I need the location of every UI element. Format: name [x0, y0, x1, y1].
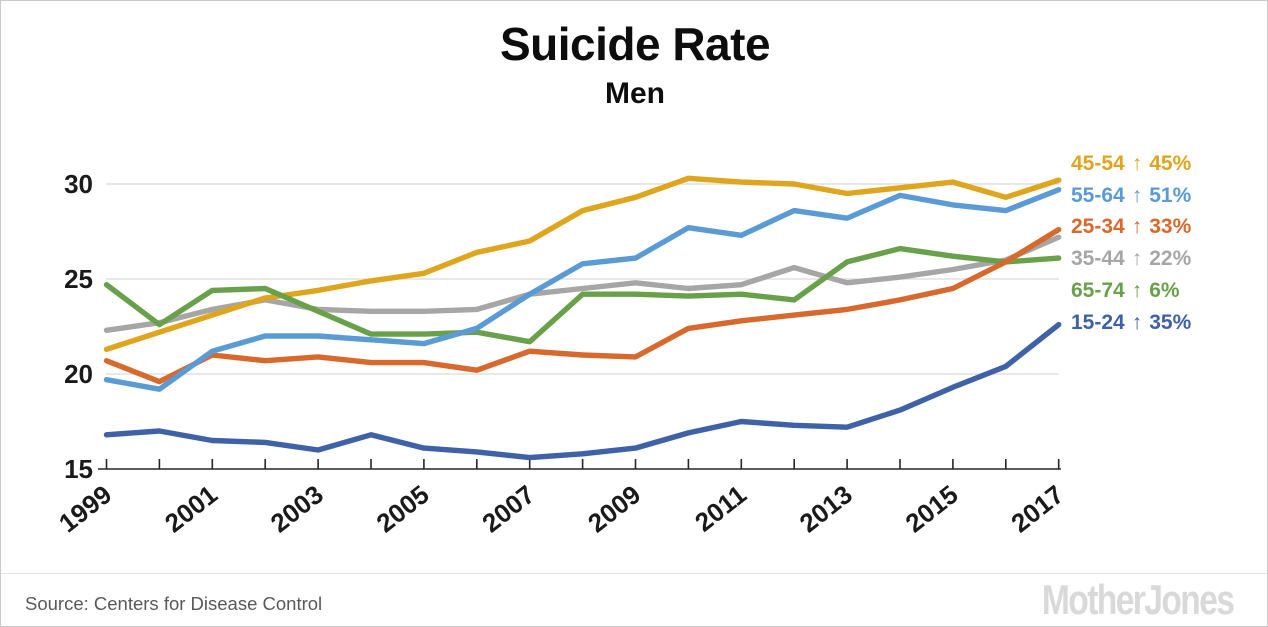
legend-change: 6% — [1149, 279, 1180, 303]
legend-label: 25-34 — [1071, 215, 1125, 239]
legend-change: 33% — [1149, 215, 1192, 239]
legend-label: 35-44 — [1071, 247, 1125, 271]
x-axis-label: 2005 — [371, 479, 435, 538]
y-axis-label: 30 — [64, 169, 93, 199]
source-note: Source: Centers for Disease Control — [25, 593, 323, 614]
up-arrow-icon: ↑ — [1131, 247, 1143, 271]
chart-title: Suicide Rate — [499, 18, 771, 70]
series-line-25-34 — [103, 226, 1062, 385]
x-axis-label: 2013 — [794, 479, 858, 538]
legend-label: 65-74 — [1071, 279, 1125, 303]
legend-item: 25-34 ↑ 33% — [1071, 212, 1261, 244]
y-axis-label: 15 — [64, 454, 93, 484]
legend-label: 55-64 — [1071, 183, 1125, 207]
x-axis-label: 2015 — [900, 479, 964, 538]
up-arrow-icon: ↑ — [1131, 310, 1143, 334]
legend-item: 15-24 ↑ 35% — [1071, 307, 1261, 339]
legend-change: 35% — [1149, 310, 1192, 334]
x-axis-label: 2011 — [689, 479, 752, 537]
up-arrow-icon: ↑ — [1131, 215, 1143, 239]
chart-subtitle: Men — [605, 77, 665, 110]
legend-change: 22% — [1149, 247, 1192, 271]
x-axis-label: 1999 — [53, 479, 117, 538]
up-arrow-icon: ↑ — [1131, 151, 1143, 175]
y-axis-label: 20 — [64, 359, 93, 389]
y-axis-label: 25 — [64, 264, 93, 294]
legend-item: 45-54 ↑ 45% — [1071, 148, 1261, 180]
up-arrow-icon: ↑ — [1131, 279, 1143, 303]
chart-legend: 45-54 ↑ 45% 55-64 ↑ 51% 25-34 ↑ 33% 35-4… — [1071, 148, 1261, 339]
series-line-15-24 — [103, 321, 1062, 461]
legend-change: 51% — [1149, 183, 1192, 207]
legend-item: 65-74 ↑ 6% — [1071, 275, 1261, 307]
legend-item: 35-44 ↑ 22% — [1071, 243, 1261, 275]
legend-label: 45-54 — [1071, 151, 1125, 175]
x-axis-label: 2001 — [159, 479, 223, 538]
series-line-45-54 — [103, 175, 1062, 352]
legend-change: 45% — [1149, 151, 1192, 175]
x-axis-label: 2009 — [582, 479, 646, 538]
legend-item: 55-64 ↑ 51% — [1071, 180, 1261, 212]
x-axis-label: 2007 — [476, 479, 540, 538]
legend-label: 15-24 — [1071, 310, 1125, 334]
x-axis-label: 2003 — [265, 479, 329, 538]
footer-divider — [1, 573, 1267, 574]
series-line-65-74 — [103, 245, 1062, 345]
x-axis-label: 2017 — [1005, 479, 1069, 538]
up-arrow-icon: ↑ — [1131, 183, 1143, 207]
mother-jones-logo: MotherJones — [1041, 576, 1235, 623]
series-line-55-64 — [103, 186, 1062, 392]
